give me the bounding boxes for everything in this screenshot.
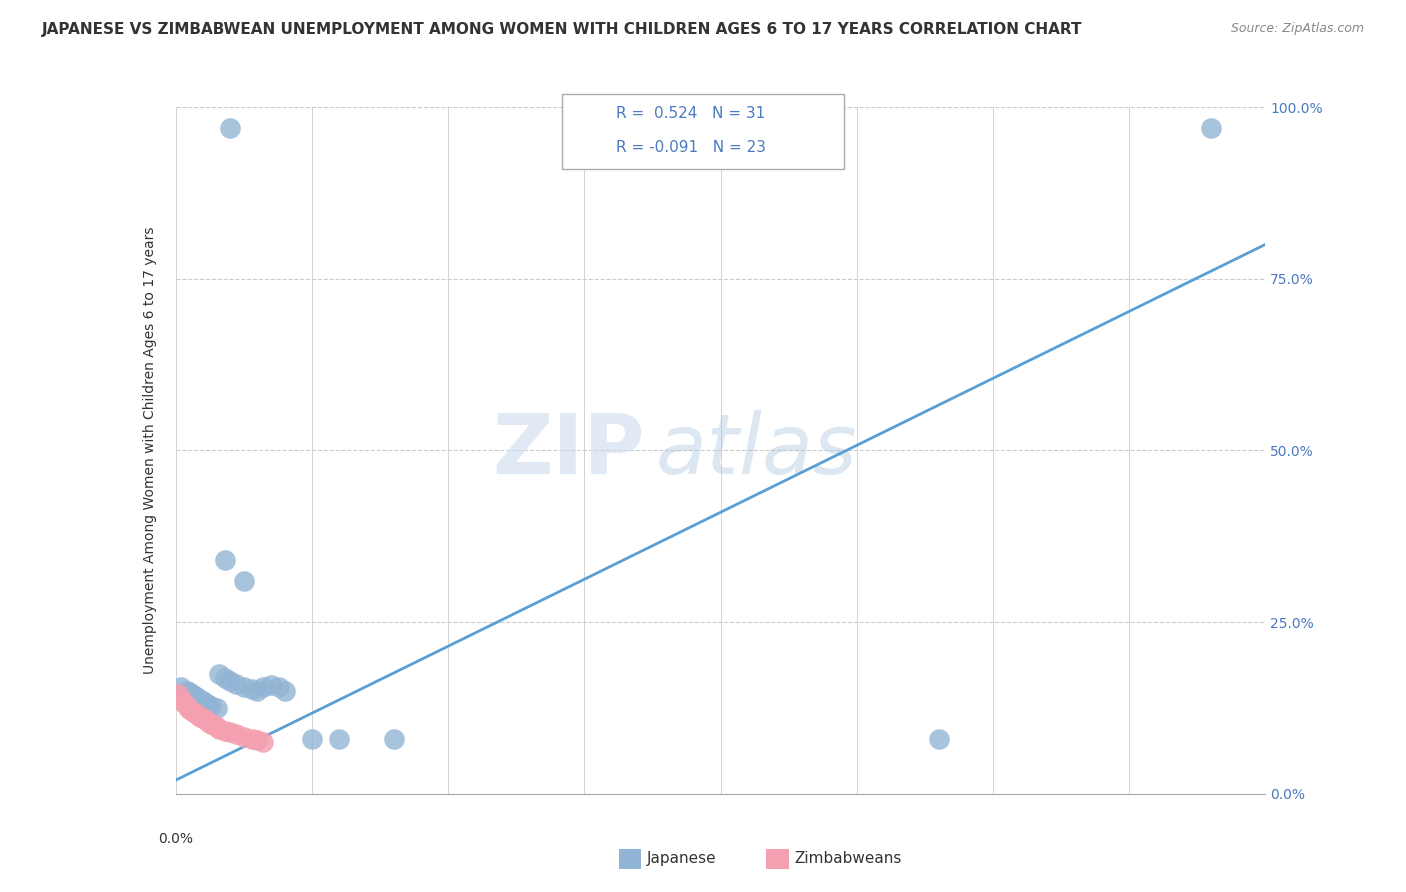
Point: [208, 666, 231, 681]
Point: [225, 677, 247, 691]
Point: [225, 727, 247, 741]
Point: [186, 707, 209, 722]
Point: [240, 731, 263, 746]
Point: [219, 673, 242, 688]
Point: [202, 718, 225, 732]
Point: [184, 706, 207, 720]
Point: [214, 672, 236, 686]
Y-axis label: Unemployment Among Women with Children Ages 6 to 17 years: Unemployment Among Women with Children A…: [143, 227, 157, 674]
Point: [205, 701, 228, 715]
Point: [179, 685, 201, 699]
Point: [301, 731, 323, 746]
Point: [328, 731, 350, 746]
Point: [186, 690, 209, 705]
Point: [188, 710, 211, 724]
Text: Zimbabweans: Zimbabweans: [794, 851, 901, 865]
Point: [170, 681, 193, 695]
Point: [260, 678, 283, 692]
Point: [219, 120, 242, 135]
Point: [232, 574, 254, 588]
Point: [232, 681, 254, 695]
Point: [176, 698, 198, 713]
Point: [240, 682, 263, 697]
Point: [176, 683, 198, 698]
Point: [382, 731, 405, 746]
Text: JAPANESE VS ZIMBABWEAN UNEMPLOYMENT AMONG WOMEN WITH CHILDREN AGES 6 TO 17 YEARS: JAPANESE VS ZIMBABWEAN UNEMPLOYMENT AMON…: [42, 22, 1083, 37]
Point: [208, 722, 231, 736]
Point: [194, 713, 217, 727]
Text: R = -0.091   N = 23: R = -0.091 N = 23: [616, 140, 766, 154]
Point: [200, 716, 222, 731]
Point: [173, 696, 195, 710]
Point: [246, 683, 269, 698]
Point: [214, 553, 236, 567]
Point: [252, 735, 274, 749]
Text: atlas: atlas: [655, 410, 856, 491]
Point: [191, 694, 214, 708]
Text: ZIP: ZIP: [492, 410, 644, 491]
Point: [194, 696, 217, 710]
Point: [197, 698, 219, 712]
Point: [269, 681, 291, 695]
Text: Japanese: Japanese: [647, 851, 717, 865]
Point: [246, 733, 269, 747]
Point: [928, 731, 950, 746]
Point: [181, 687, 204, 701]
Point: [1199, 120, 1222, 135]
Point: [181, 705, 204, 719]
Point: [274, 683, 297, 698]
Point: [167, 687, 190, 701]
Text: R =  0.524   N = 31: R = 0.524 N = 31: [616, 106, 765, 120]
Point: [200, 698, 222, 713]
Point: [191, 711, 214, 725]
Point: [184, 689, 207, 703]
Text: Source: ZipAtlas.com: Source: ZipAtlas.com: [1230, 22, 1364, 36]
Point: [170, 692, 193, 706]
Point: [197, 714, 219, 729]
Point: [214, 723, 236, 738]
Point: [232, 730, 254, 744]
Text: 0.0%: 0.0%: [159, 831, 193, 846]
Point: [179, 702, 201, 716]
Point: [219, 725, 242, 739]
Point: [188, 693, 211, 707]
Point: [205, 720, 228, 734]
Point: [252, 681, 274, 695]
